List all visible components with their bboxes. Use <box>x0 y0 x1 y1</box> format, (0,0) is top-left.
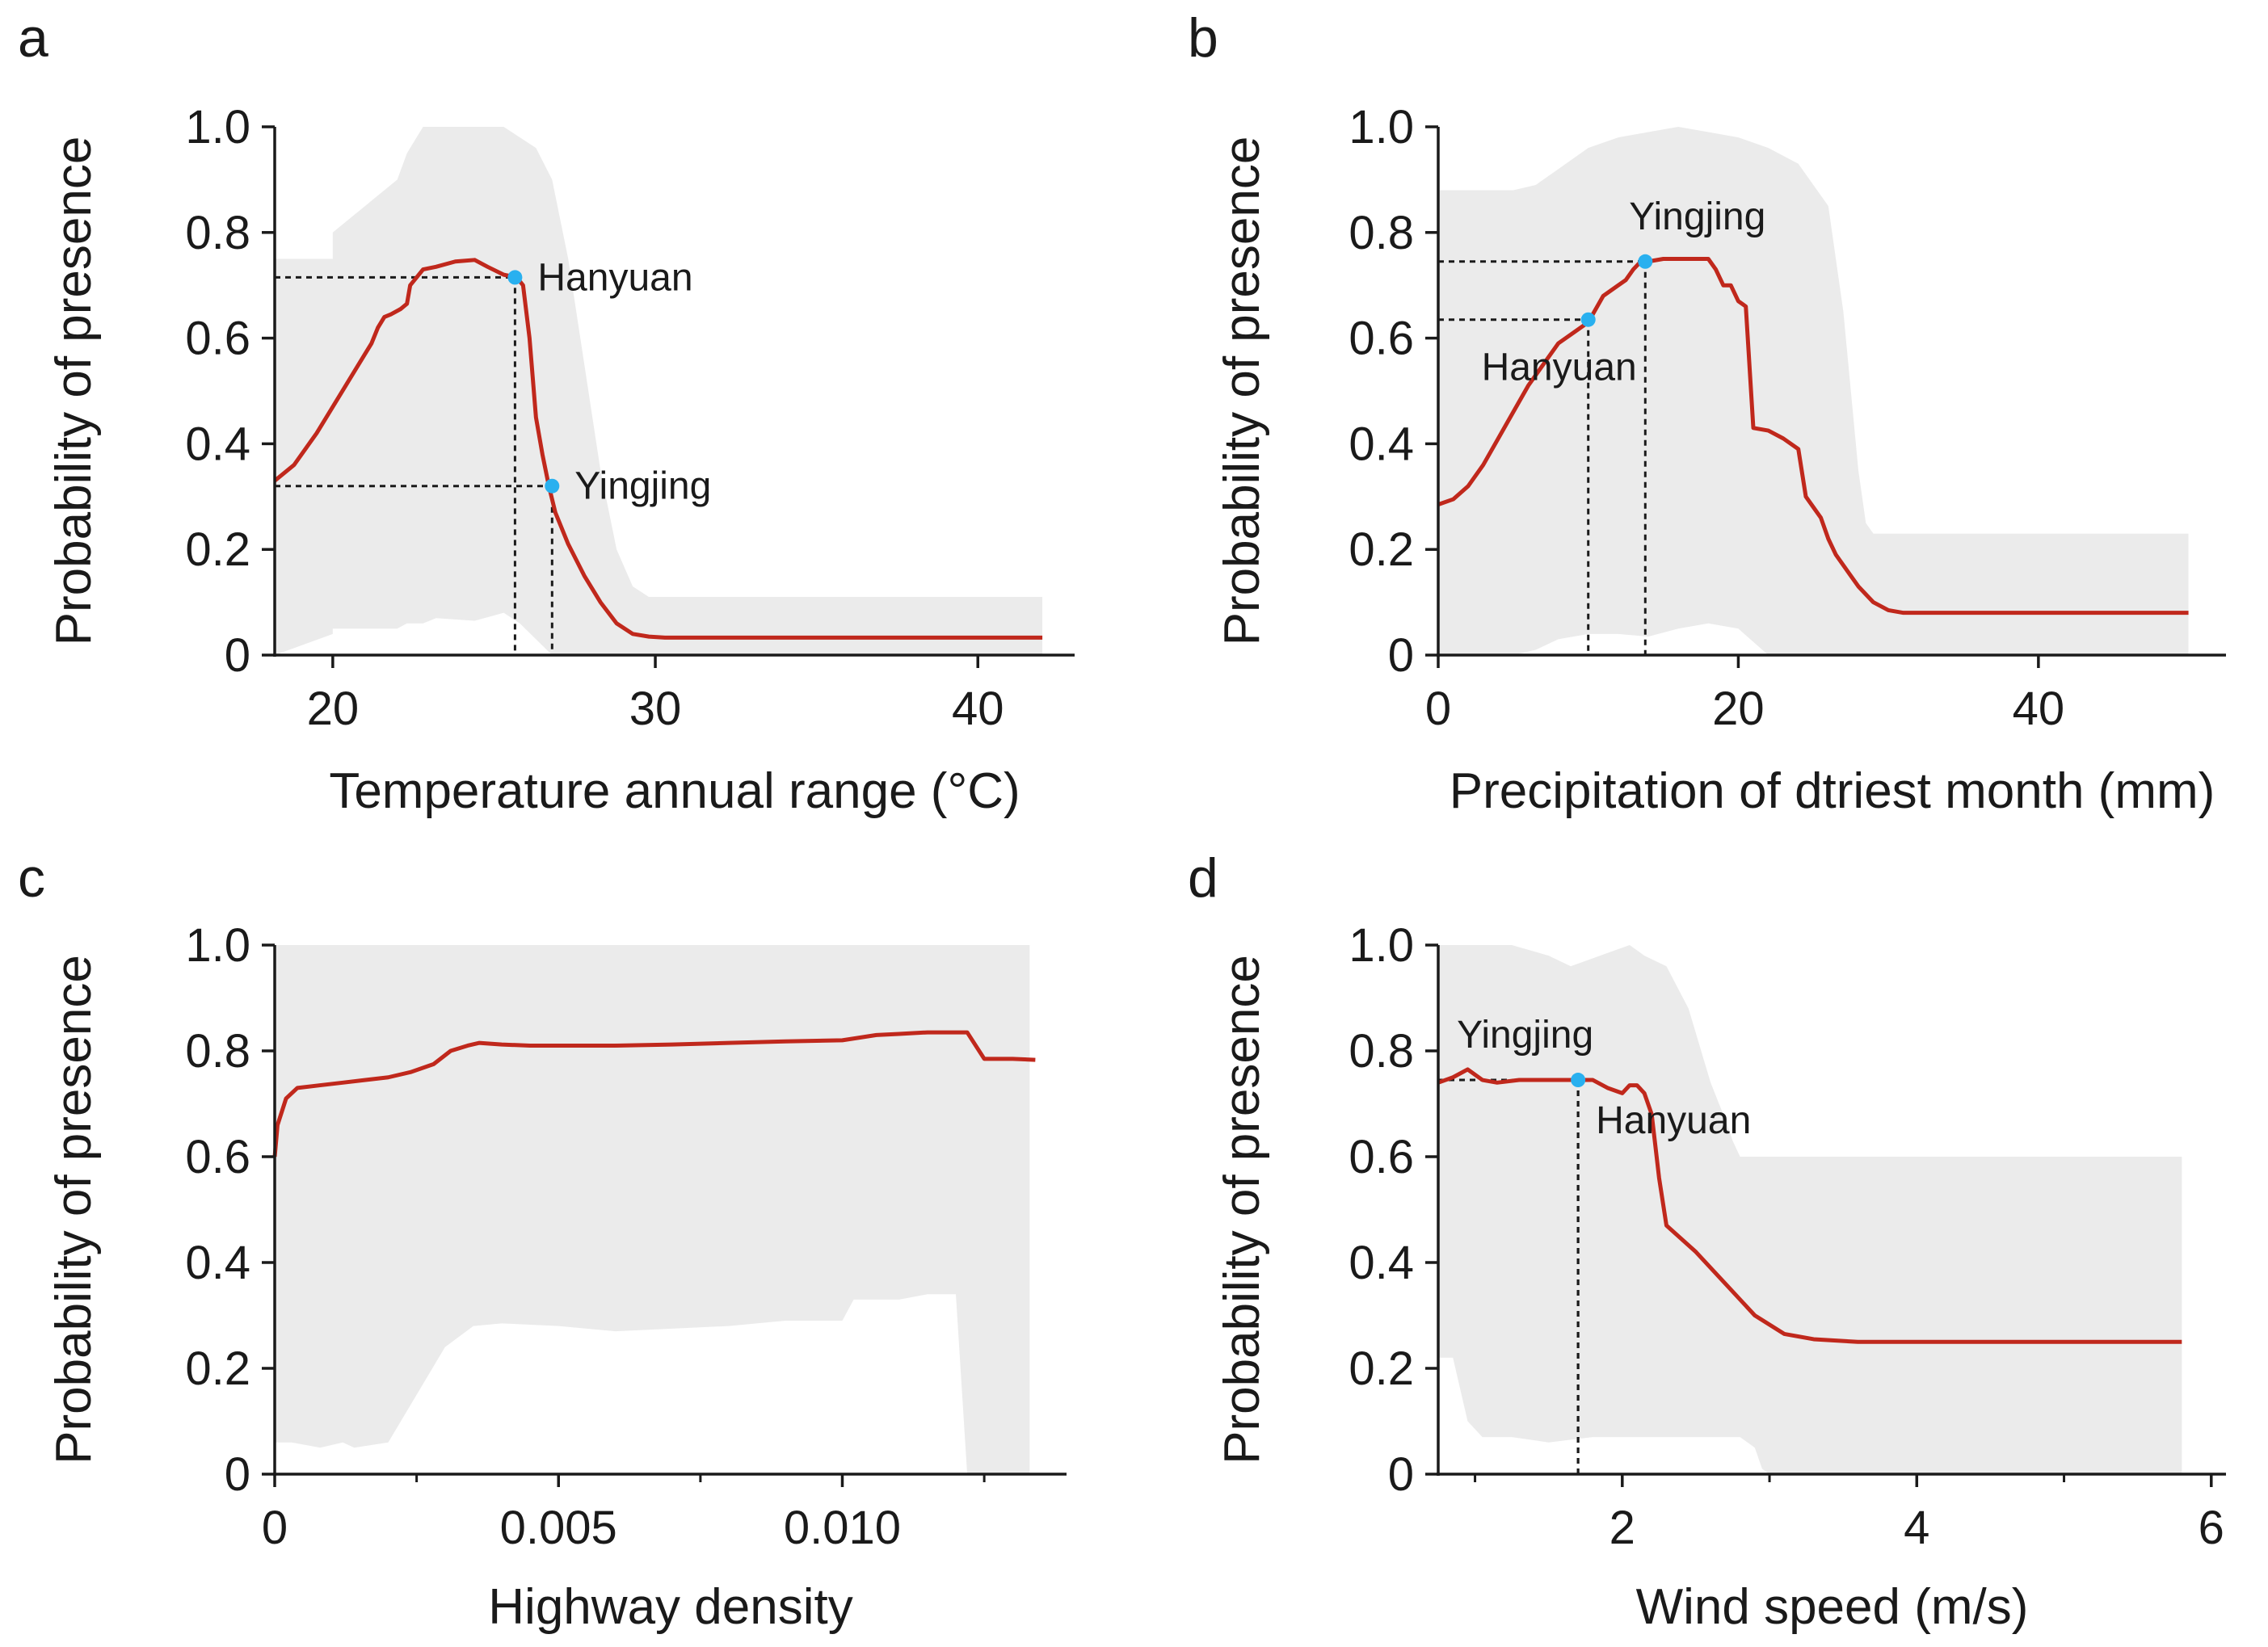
x-tick-label: 40 <box>2013 683 2065 735</box>
x-tick-label: 6 <box>2199 1502 2224 1554</box>
x-axis-title: Precipitation of dtriest month (mm) <box>1450 763 2215 819</box>
y-tick-label: 0.2 <box>185 1342 250 1395</box>
y-tick-label: 1.0 <box>185 919 250 972</box>
y-tick-label: 0 <box>225 629 250 682</box>
y-tick-label: 0 <box>1388 1448 1414 1501</box>
y-tick-label: 0.4 <box>1349 1237 1414 1289</box>
y-axis-title: Probability of presence <box>46 137 102 646</box>
site-marker-point <box>545 478 560 494</box>
site-marker-point <box>1580 312 1596 327</box>
confidence-band <box>275 945 1030 1474</box>
panel-c: c 0 0.2 0.4 0.6 0.8 1.0 0 0.005 0.010 Highway dens… <box>18 847 1067 1635</box>
confidence-band <box>1438 127 2189 655</box>
panel-b: b 0 0.2 0.4 0.6 0.8 1.0 0 20 40 Precipitation of d… <box>1188 7 2226 819</box>
site-marker-point <box>507 270 523 285</box>
x-tick-label: 0 <box>262 1502 288 1554</box>
site-marker-point <box>1571 1073 1586 1088</box>
panel-a: a 0 0.2 0.4 0.6 0.8 1.0 20 30 40 Temperature annua… <box>18 7 1075 819</box>
x-tick-label: 0.005 <box>500 1502 617 1554</box>
y-tick-label: 0.8 <box>1349 207 1414 259</box>
y-tick-label: 0.2 <box>1349 1342 1414 1395</box>
x-tick-label: 20 <box>1712 683 1765 735</box>
site-label-hanyuan: Hanyuan <box>1596 1099 1751 1142</box>
y-tick-label: 0.8 <box>185 1025 250 1078</box>
response-curve <box>273 258 1043 640</box>
x-axis-title: Highway density <box>488 1579 852 1635</box>
y-axis-title: Probability of presence <box>1214 955 1270 1464</box>
y-tick-label: 0.6 <box>1349 313 1414 365</box>
x-tick-label: 30 <box>629 683 682 735</box>
y-tick-label: 0.6 <box>185 313 250 365</box>
response-curve <box>272 1030 1036 1158</box>
y-tick-label: 0 <box>1388 629 1414 682</box>
y-tick-label: 1.0 <box>1349 919 1414 972</box>
x-axis-title: Temperature annual range (°C) <box>329 763 1020 819</box>
y-tick-label: 0.6 <box>1349 1131 1414 1183</box>
x-tick-label: 2 <box>1609 1502 1635 1554</box>
site-label-yingjing: Yingjing <box>1629 195 1765 238</box>
x-tick-label: 4 <box>1904 1502 1929 1554</box>
site-marker-point <box>1638 254 1653 269</box>
x-tick-label: 20 <box>307 683 360 735</box>
panel-letter: c <box>18 847 45 909</box>
panel-d: d 0 0.2 0.4 0.6 0.8 1.0 2 4 6 Wind speed (m/s) Prob… <box>1188 847 2226 1635</box>
site-label-yingjing: Yingjing <box>574 465 711 508</box>
confidence-band <box>275 127 1043 655</box>
response-curve <box>1437 1067 2182 1344</box>
y-tick-label: 0.2 <box>185 523 250 576</box>
x-tick-label: 40 <box>952 683 1004 735</box>
y-axis-title: Probability of presence <box>46 955 102 1464</box>
y-tick-label: 1.0 <box>185 101 250 153</box>
x-tick-label: 0 <box>1425 683 1451 735</box>
x-tick-label: 0.010 <box>784 1502 901 1554</box>
y-axis-title: Probability of presence <box>1214 137 1270 646</box>
panel-letter: d <box>1188 847 1218 909</box>
y-tick-label: 1.0 <box>1349 101 1414 153</box>
panel-letter: a <box>18 7 48 69</box>
site-label-hanyuan: Hanyuan <box>1482 347 1637 389</box>
y-tick-label: 0.2 <box>1349 523 1414 576</box>
y-tick-label: 0.6 <box>185 1131 250 1183</box>
y-tick-label: 0.4 <box>1349 418 1414 470</box>
panel-letter: b <box>1188 7 1218 69</box>
y-tick-label: 0.4 <box>185 1237 250 1289</box>
site-label-hanyuan: Hanyuan <box>537 256 692 299</box>
y-tick-label: 0 <box>225 1448 250 1501</box>
y-tick-label: 0.8 <box>185 207 250 259</box>
y-tick-label: 0.4 <box>185 418 250 470</box>
x-axis-title: Wind speed (m/s) <box>1636 1579 2029 1635</box>
response-curve <box>1437 257 2189 616</box>
y-tick-label: 0.8 <box>1349 1025 1414 1078</box>
site-label-yingjing: Yingjing <box>1457 1014 1593 1057</box>
